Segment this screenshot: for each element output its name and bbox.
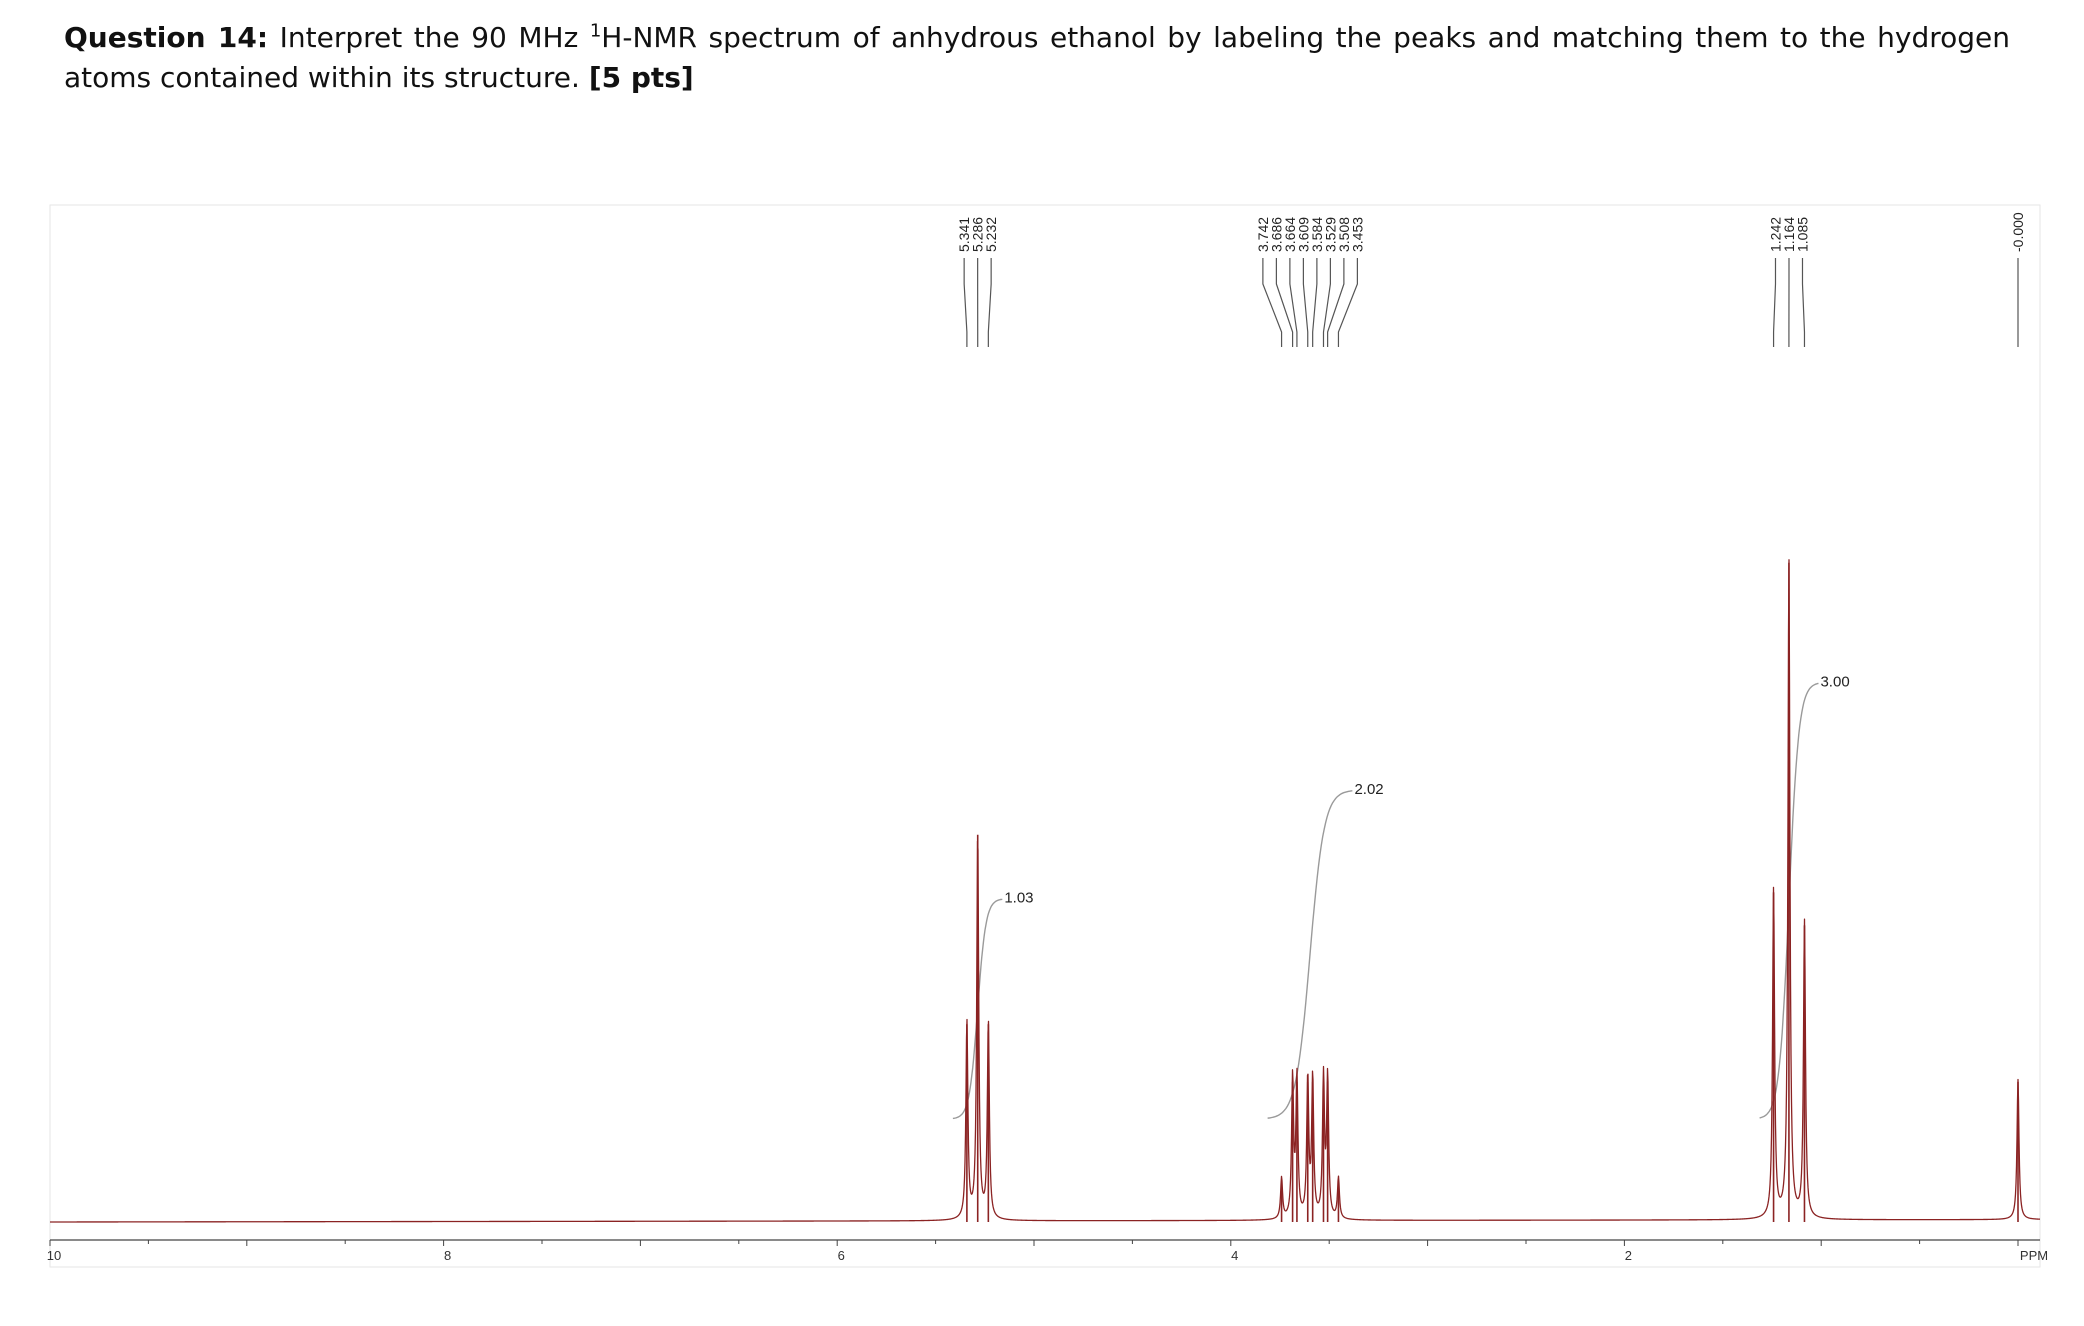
peak-label-5.232: 5.232	[983, 217, 999, 252]
peak-label-3.508: 3.508	[1336, 217, 1352, 252]
peak-label-5.286: 5.286	[970, 217, 986, 252]
peak-leader-line	[1275, 258, 1294, 347]
axis-unit-label: PPM	[2020, 1248, 2048, 1263]
peak-label-3.609: 3.609	[1295, 217, 1311, 252]
question-superscript: 1	[589, 20, 602, 42]
peak-leader-line	[1322, 258, 1331, 347]
peak-lines	[966, 562, 2019, 1222]
question-text-part2: H-NMR spectrum of anhydrous ethanol by l…	[64, 21, 2010, 94]
peak-label-1.164: 1.164	[1781, 217, 1797, 252]
integral-label-3.00: 3.00	[1820, 673, 1849, 690]
peak-leader-line	[1312, 258, 1318, 347]
tick-label-2: 2	[1625, 1248, 1632, 1263]
peak-label-3.584: 3.584	[1309, 217, 1325, 252]
tick-label-8: 8	[444, 1248, 451, 1263]
peak-label-3.529: 3.529	[1322, 217, 1338, 252]
peak-label-3.742: 3.742	[1255, 217, 1271, 252]
peak-label-1.085: 1.085	[1795, 217, 1811, 252]
peak-label-5.341: 5.341	[956, 217, 972, 252]
peak-leader-line	[1302, 258, 1309, 347]
peak-leader-line	[1327, 258, 1345, 347]
peak-label--0.000: -0.000	[2010, 212, 2026, 252]
peak-leader-line	[1337, 258, 1358, 347]
peak-label-3.453: 3.453	[1349, 217, 1365, 252]
integral-labels: 1.03 2.02 3.00	[1004, 673, 1849, 906]
integral-curves	[952, 682, 1819, 1120]
tick-label-4: 4	[1231, 1248, 1238, 1263]
peak-leader-line	[987, 258, 992, 347]
peak-leader-line	[1801, 258, 1806, 347]
peak-label-1.242: 1.242	[1768, 217, 1784, 252]
question-prefix: Question 14:	[64, 21, 269, 54]
peak-leader-line	[1289, 258, 1298, 347]
spectrum-trace	[49, 559, 2041, 1223]
tick-label-6: 6	[838, 1248, 845, 1263]
integral-label-2.02: 2.02	[1354, 781, 1383, 798]
peak-label-3.686: 3.686	[1268, 217, 1284, 252]
peak-leader-line	[963, 258, 968, 347]
question-text: Question 14: Interpret the 90 MHz 1H-NMR…	[64, 18, 2010, 98]
question-points: [5 pts]	[588, 61, 694, 94]
plot-frame	[49, 204, 2041, 1268]
peak-leader-line	[1772, 258, 1777, 347]
peak-label-3.664: 3.664	[1282, 217, 1298, 252]
tick-label-10: 10	[47, 1248, 61, 1263]
question-text-part1: Interpret the 90 MHz	[268, 21, 590, 54]
integral-label-1.03: 1.03	[1004, 890, 1033, 907]
integral-curve-1	[1267, 790, 1353, 1119]
ppm-axis: 10 8 6 4 2 PPM	[47, 1239, 2048, 1263]
peak-leader-line	[1262, 258, 1283, 347]
